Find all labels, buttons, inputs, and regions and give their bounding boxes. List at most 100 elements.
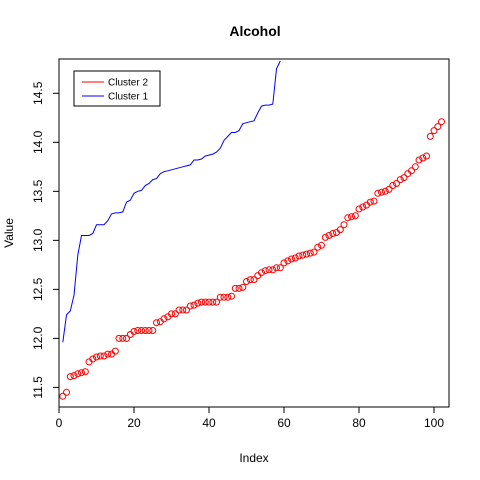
- legend-box: [73, 70, 161, 107]
- data-point-cluster-2: [336, 226, 344, 234]
- x-tick-label: 60: [277, 416, 291, 430]
- data-point-cluster-2: [258, 269, 265, 277]
- y-tick-label: 12.5: [31, 277, 45, 301]
- y-tick-label: 13.0: [31, 228, 45, 252]
- data-point-cluster-2: [265, 266, 273, 274]
- data-point-cluster-2: [141, 327, 149, 334]
- data-point-cluster-2: [186, 302, 194, 310]
- data-point-cluster-2: [123, 334, 130, 342]
- data-point-cluster-2: [81, 368, 89, 376]
- data-point-cluster-2: [216, 293, 224, 301]
- data-point-cluster-2: [171, 310, 179, 318]
- data-point-cluster-2: [149, 327, 157, 334]
- data-point-cluster-2: [100, 352, 108, 360]
- data-point-cluster-2: [220, 293, 228, 301]
- data-point-cluster-2: [385, 185, 393, 193]
- y-tick-label: 12.0: [31, 326, 45, 350]
- data-point-cluster-2: [299, 251, 307, 259]
- data-point-cluster-2: [153, 319, 160, 327]
- data-point-cluster-2: [389, 182, 397, 189]
- data-point-cluster-2: [415, 156, 423, 164]
- data-point-cluster-2: [344, 214, 352, 222]
- data-point-cluster-2: [89, 355, 97, 363]
- data-point-cluster-2: [374, 189, 382, 197]
- data-point-cluster-2: [145, 327, 153, 334]
- data-point-cluster-2: [396, 176, 404, 184]
- data-point-cluster-2: [201, 298, 209, 306]
- x-tick-label: 100: [424, 416, 444, 430]
- y-tick-label: 14.0: [31, 130, 45, 154]
- data-point-cluster-2: [111, 347, 119, 355]
- data-point-cluster-2: [179, 306, 187, 314]
- data-point-cluster-2: [419, 154, 427, 162]
- data-point-cluster-2: [175, 306, 183, 314]
- data-point-cluster-2: [355, 205, 363, 213]
- data-point-cluster-2: [366, 198, 374, 206]
- data-point-cluster-2: [348, 213, 355, 221]
- data-point-cluster-2: [288, 255, 295, 263]
- data-point-cluster-2: [235, 284, 243, 292]
- data-point-cluster-2: [306, 249, 314, 257]
- data-point-cluster-2: [138, 327, 145, 334]
- data-point-cluster-2: [104, 350, 112, 358]
- data-point-cluster-2: [325, 232, 333, 239]
- y-tick-label: 11.5: [31, 376, 45, 399]
- data-point-cluster-2: [209, 298, 217, 306]
- data-point-cluster-2: [130, 328, 138, 335]
- data-point-cluster-2: [393, 180, 400, 187]
- data-point-cluster-2: [438, 118, 445, 126]
- y-tick-label: 14.5: [31, 81, 45, 105]
- data-point-cluster-2: [359, 203, 367, 211]
- legend-label-cluster-1: Cluster 1: [108, 92, 148, 103]
- data-point-cluster-2: [198, 298, 205, 306]
- data-point-cluster-2: [303, 250, 310, 258]
- data-point-cluster-2: [228, 292, 235, 300]
- x-tick-label: 20: [127, 416, 141, 430]
- data-point-cluster-2: [74, 370, 82, 378]
- data-point-cluster-2: [239, 283, 247, 291]
- data-point-cluster-2: [213, 298, 220, 306]
- legend: Cluster 2 Cluster 1: [73, 70, 161, 107]
- y-axis-label: Value: [2, 218, 16, 248]
- chart-title: Alcohol: [229, 23, 280, 39]
- data-point-cluster-2: [370, 197, 378, 205]
- legend-label-cluster-2: Cluster 2: [108, 78, 148, 89]
- data-point-cluster-2: [231, 284, 239, 292]
- data-point-cluster-2: [426, 132, 434, 140]
- data-point-cluster-2: [243, 278, 250, 285]
- data-point-cluster-2: [434, 123, 442, 131]
- data-point-cluster-2: [63, 388, 70, 396]
- data-point-cluster-2: [66, 373, 74, 381]
- data-point-cluster-2: [119, 334, 127, 342]
- data-point-cluster-2: [430, 127, 438, 135]
- y-axis: 11.5 12.0 12.5 13.0 13.5 14.0 14.5: [31, 81, 60, 399]
- data-point-cluster-2: [70, 372, 78, 380]
- x-tick-label: 80: [352, 416, 366, 430]
- data-point-cluster-2: [93, 353, 100, 361]
- data-point-cluster-2: [160, 315, 168, 323]
- data-point-cluster-2: [378, 188, 385, 196]
- data-point-cluster-2: [168, 310, 175, 318]
- series-layer: [59, 60, 445, 400]
- data-point-cluster-2: [276, 264, 284, 272]
- series-line-cluster-1: [62, 60, 281, 343]
- data-point-cluster-2: [78, 369, 85, 377]
- data-point-cluster-2: [381, 187, 389, 195]
- data-point-cluster-2: [59, 392, 67, 400]
- data-point-cluster-2: [284, 257, 292, 265]
- x-axis-label: Index: [239, 451, 268, 465]
- data-point-cluster-2: [411, 163, 419, 171]
- data-point-cluster-2: [205, 298, 213, 306]
- data-point-cluster-2: [183, 306, 190, 314]
- data-point-cluster-2: [273, 264, 280, 272]
- data-point-cluster-2: [314, 243, 322, 251]
- x-tick-label: 0: [56, 416, 63, 430]
- data-point-cluster-2: [318, 241, 325, 249]
- data-point-cluster-2: [280, 259, 288, 267]
- data-point-cluster-2: [261, 267, 269, 275]
- data-point-cluster-2: [400, 174, 408, 182]
- data-point-cluster-2: [295, 252, 303, 260]
- data-point-cluster-2: [190, 301, 198, 309]
